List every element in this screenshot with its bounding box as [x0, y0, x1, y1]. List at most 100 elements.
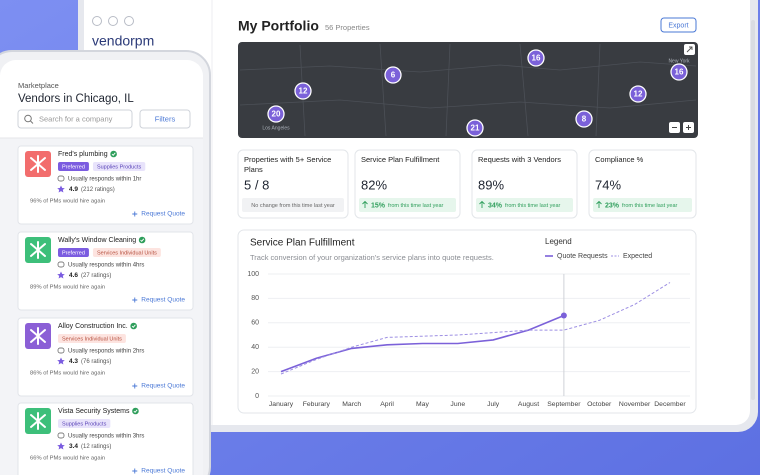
end-point: [560, 312, 567, 319]
section-label: Marketplace: [18, 81, 59, 90]
y-tick-label: 40: [251, 344, 259, 351]
badge-label: Services Individual Units: [97, 250, 157, 256]
stat-change: 34%: [488, 202, 503, 209]
badge: [92, 248, 161, 257]
x-tick-label: September: [547, 401, 581, 408]
stat-footer: [359, 198, 456, 212]
cluster-count[interactable]: 12: [634, 90, 643, 99]
cluster-count[interactable]: 16: [532, 54, 541, 63]
chat-icon: [57, 432, 65, 439]
search-placeholder[interactable]: Search for a company: [39, 114, 113, 123]
y-tick-label: 60: [251, 320, 259, 327]
x-tick-label: November: [619, 401, 651, 408]
chart-title: Service Plan Fulfillment: [250, 238, 355, 249]
stat-note: from this time last year: [388, 203, 443, 209]
stat-title-line: Requests with 3 Vendors: [478, 155, 561, 164]
export-button[interactable]: [660, 17, 697, 33]
y-tick-label: 80: [251, 295, 259, 302]
cluster-count[interactable]: 8: [582, 115, 587, 124]
map-cluster[interactable]: [670, 63, 688, 81]
stat-value: 89%: [478, 177, 504, 192]
chat-icon: [57, 347, 65, 354]
stat-value: 82%: [361, 177, 387, 192]
map-cluster[interactable]: [466, 119, 484, 137]
filters-label[interactable]: Filters: [155, 114, 176, 123]
map-cluster[interactable]: [527, 49, 545, 67]
star-icon: [57, 357, 65, 365]
stat-title-line: Compliance %: [595, 155, 644, 164]
map-place: New York: [668, 58, 690, 64]
map-cluster[interactable]: [267, 105, 285, 123]
vendor-glyph: [30, 412, 46, 430]
vendor-name: Fred's plumbing: [58, 151, 108, 158]
stat-note: No change from this time last year: [251, 203, 335, 209]
vendor-rating-count: (27 ratings): [81, 273, 111, 279]
x-tick-label: March: [342, 401, 361, 408]
badge-label: Supplies Products: [97, 164, 142, 170]
map-cluster[interactable]: [384, 66, 402, 84]
x-tick-label: April: [380, 401, 394, 408]
stat-title: Requests with 3 Vendors: [478, 155, 561, 164]
badge: [58, 248, 89, 257]
cluster-count[interactable]: 16: [675, 68, 684, 77]
star-icon: [57, 442, 65, 450]
page-subtitle: 56 Properties: [325, 23, 370, 32]
scrollbar: [751, 20, 755, 400]
stat-title: Properties with 5+ Service Plans: [244, 155, 331, 174]
badge: [58, 419, 111, 428]
x-tick-label: June: [450, 401, 465, 408]
up-arrow: [596, 200, 602, 208]
cluster-count[interactable]: 20: [272, 110, 281, 119]
chart-subtitle: Track conversion of your organization's …: [250, 253, 494, 262]
stat-title-line: Plans: [244, 165, 263, 174]
badge-label: Services Individual Units: [62, 336, 122, 342]
vendor-response: Usually responds within 1hr: [68, 177, 141, 183]
vendor-response: Usually responds within 2hrs: [68, 349, 144, 355]
request-quote[interactable]: Request Quote: [141, 297, 185, 304]
filters-button[interactable]: [139, 109, 191, 129]
cluster-count[interactable]: 21: [471, 124, 480, 133]
request-quote[interactable]: Request Quote: [141, 468, 185, 475]
vendor-glyph: [30, 327, 46, 345]
x-tick-label: July: [487, 401, 500, 408]
stat-change: 23%: [605, 202, 620, 209]
map-cluster[interactable]: [629, 85, 647, 103]
vendor-hire: 66% of PMs would hire again: [30, 456, 105, 462]
x-tick-label: August: [518, 401, 539, 408]
export-label[interactable]: Export: [668, 22, 688, 29]
star-icon: [57, 185, 65, 193]
cluster-count[interactable]: 6: [391, 71, 396, 80]
chart-card: [237, 229, 697, 414]
x-tick-label: October: [587, 401, 612, 408]
up-arrow: [479, 200, 485, 208]
plus-icon[interactable]: [132, 468, 138, 474]
plus-icon[interactable]: [132, 297, 138, 303]
search-icon: [24, 114, 32, 123]
verified-check: [131, 324, 136, 328]
badge-label: Preferred: [62, 250, 85, 256]
plus-icon[interactable]: [132, 383, 138, 389]
request-quote[interactable]: Request Quote: [141, 211, 185, 218]
cluster-count[interactable]: 12: [299, 87, 308, 96]
search-input[interactable]: [17, 109, 133, 129]
plus-icon: [686, 125, 691, 130]
vendor-rating: 3.4: [69, 443, 78, 450]
vendor-glyph: [30, 155, 46, 173]
vendor-rating-count: (212 ratings): [81, 187, 115, 193]
verified-check: [133, 409, 138, 413]
y-tick-label: 0: [255, 393, 259, 400]
stat-change: 15%: [371, 202, 386, 209]
plus-icon[interactable]: [132, 211, 138, 217]
vendor-hire: 89% of PMs would hire again: [30, 285, 105, 291]
badge-label: Supplies Products: [62, 421, 107, 427]
vendor-rating: 4.3: [69, 358, 78, 365]
vendor-response: Usually responds within 3hrs: [68, 434, 144, 440]
page-title: My Portfolio: [238, 18, 319, 34]
request-quote[interactable]: Request Quote: [141, 383, 185, 390]
phone-title: Vendors in Chicago, IL: [18, 93, 134, 105]
map-cluster[interactable]: [294, 82, 312, 100]
x-tick-label: May: [416, 401, 429, 408]
map-cluster[interactable]: [575, 110, 593, 128]
stat-footer: [242, 198, 344, 212]
